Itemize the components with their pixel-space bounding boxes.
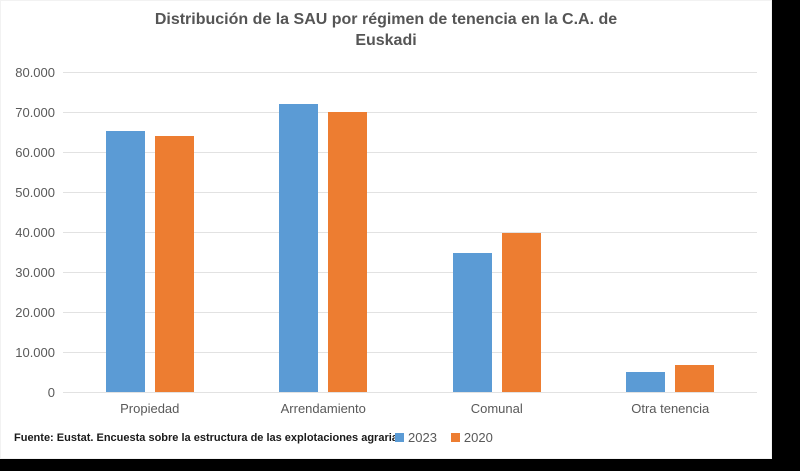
gridline-50000 (63, 192, 757, 193)
gridline-80000 (63, 72, 757, 73)
chart-title-line2: Euskadi (355, 32, 417, 49)
bar-2020-arrendamiento (328, 112, 368, 392)
y-axis-tick-label: 50.000 (15, 185, 55, 200)
bar-2023-propiedad (105, 131, 145, 392)
gridline-20000 (63, 312, 757, 313)
chart-title-line1: Distribución de la SAU por régimen de te… (154, 11, 618, 28)
chart-container: Distribución de la SAU por régimen de te… (0, 0, 772, 459)
legend-item-2020: 2020 (450, 430, 493, 445)
bar-2020-comunal (501, 233, 541, 392)
x-axis-category-label: Propiedad (120, 401, 180, 416)
legend-item-2023: 2023 (395, 430, 437, 445)
legend-label: 2023 (408, 430, 437, 445)
gridline-10000 (63, 352, 757, 353)
y-axis-tick-label: 70.000 (15, 105, 55, 120)
x-axis-category-label: Otra tenencia (631, 401, 710, 416)
y-axis-tick-label: 0 (47, 385, 55, 400)
bar-2020-otra-tenencia (675, 365, 715, 392)
y-axis-tick-label: 40.000 (15, 225, 55, 240)
gridline-70000 (63, 112, 757, 113)
legend-swatch-icon (395, 433, 404, 442)
bar-2023-arrendamiento (279, 104, 319, 392)
gridline-40000 (63, 232, 757, 233)
gridline-30000 (63, 272, 757, 273)
legend: 2023 2020 (395, 430, 493, 445)
x-axis-category-label: Comunal (470, 401, 523, 416)
legend-swatch-icon (450, 433, 460, 442)
chart-title: Distribución de la SAU por régimen de te… (1, 9, 771, 51)
gridline-0 (63, 392, 757, 393)
y-axis-tick-label: 60.000 (15, 145, 55, 160)
bar-2020-propiedad (154, 136, 194, 392)
bar-2023-otra-tenencia (626, 372, 666, 392)
plot-area: 0 10.000 20.000 30.000 40.000 50.000 60.000 70.… (15, 66, 757, 416)
y-axis-tick-label: 80.000 (15, 65, 55, 80)
y-axis-tick-label: 20.000 (15, 305, 55, 320)
legend-label: 2020 (463, 430, 493, 445)
x-axis-category-label: Arrendamiento (280, 401, 366, 416)
gridline-60000 (63, 152, 757, 153)
y-axis-tick-label: 30.000 (15, 265, 55, 280)
source-note: Fuente: Eustat. Encuesta sobre la estruc… (14, 432, 405, 444)
y-axis-tick-label: 10.000 (15, 345, 55, 360)
bar-2023-comunal (452, 252, 492, 392)
